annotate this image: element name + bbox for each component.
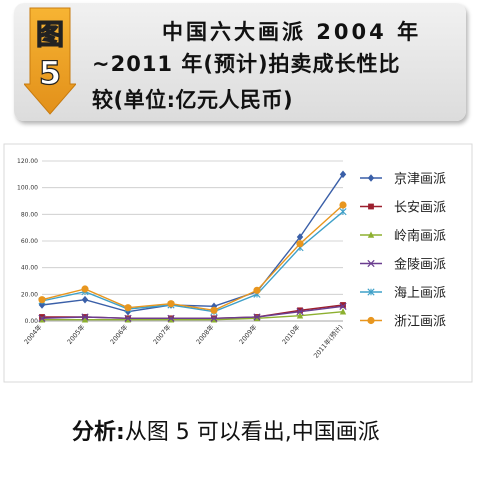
data-point — [81, 316, 89, 323]
data-point — [38, 314, 46, 322]
data-point — [81, 295, 89, 304]
legend-marker — [367, 259, 375, 268]
legend-label: 海上画派 — [394, 286, 446, 301]
legend-label: 长安画派 — [394, 201, 446, 216]
data-point — [339, 302, 347, 310]
data-point — [296, 312, 304, 319]
x-tick-label: 2011年(预计) — [311, 323, 344, 360]
y-tick-label: 0.00 — [25, 318, 39, 325]
data-point — [167, 314, 175, 322]
data-point — [167, 316, 175, 323]
legend-marker — [368, 203, 374, 210]
series-line — [41, 211, 344, 313]
data-point — [167, 300, 175, 308]
analysis-body: 从图 5 可以看出,中国画派 — [124, 420, 380, 445]
data-point — [296, 308, 304, 316]
data-point — [210, 314, 218, 322]
data-point — [339, 308, 347, 315]
title-line-2: ~2011 年(预计)拍卖成长性比 — [92, 52, 401, 76]
data-point — [38, 296, 46, 304]
analysis-text: 分析:从图 5 可以看出,中国画派 — [72, 414, 380, 446]
x-tick-label: 2010年 — [280, 322, 302, 346]
data-point — [253, 314, 261, 322]
data-point — [253, 286, 261, 294]
title-line-3: 较(单位:亿元人民币) — [92, 88, 294, 112]
line-chart: 0.00 20.00 40.00 60.00 80.00 100.00 120.00 2004… — [3, 143, 473, 383]
x-tick-label: 2008年 — [194, 322, 216, 346]
data-point — [124, 304, 132, 312]
data-point — [81, 285, 89, 293]
badge-char-top: 图 — [36, 18, 64, 51]
y-tick-label: 40.00 — [21, 265, 38, 272]
data-point — [124, 314, 132, 322]
data-point — [253, 313, 261, 321]
figure-badge-arrow-icon: 图 5 — [24, 7, 76, 115]
title-line-1: 中国六大画派 2004 年 — [162, 20, 422, 44]
y-tick-label: 100.00 — [17, 185, 38, 192]
data-point — [297, 307, 303, 314]
x-tick-label: 2005年 — [65, 322, 87, 346]
legend-marker — [367, 316, 375, 325]
data-point — [124, 316, 132, 323]
data-point — [210, 302, 218, 311]
x-tick-label: 2004年 — [22, 322, 44, 346]
data-point — [38, 316, 46, 323]
data-point — [340, 302, 346, 308]
legend-marker — [367, 174, 375, 182]
series-line — [41, 305, 344, 320]
header-banner — [14, 3, 466, 121]
y-tick-label: 60.00 — [21, 238, 38, 245]
legend-marker — [367, 288, 375, 296]
x-tick-label: 2007年 — [151, 322, 173, 346]
legend-marker — [367, 231, 375, 238]
data-point — [339, 208, 347, 216]
legend-label: 金陵画派 — [394, 257, 446, 273]
data-point — [339, 201, 347, 209]
x-tick-label: 2006年 — [108, 322, 130, 346]
y-tick-label: 120.00 — [17, 158, 38, 165]
legend-label: 京津画派 — [394, 172, 446, 187]
y-tick-label: 20.00 — [21, 291, 38, 298]
data-point — [296, 240, 304, 248]
analysis-prefix: 分析: — [72, 420, 125, 445]
data-point — [210, 316, 218, 323]
y-tick-label: 80.00 — [21, 211, 38, 218]
figure-header: 图 5 中国六大画派 2004 年 ~2011 年(预计)拍卖成长性比 较(单位… — [0, 0, 500, 130]
series-line — [41, 173, 344, 313]
legend-label: 浙江画派 — [394, 315, 446, 330]
badge-char-bottom: 5 — [39, 54, 61, 92]
series-line — [41, 204, 344, 312]
data-point — [81, 313, 89, 321]
chart-frame — [3, 143, 473, 383]
series-line — [42, 311, 344, 321]
x-tick-label: 2009年 — [237, 322, 259, 346]
legend-label: 岭南画派 — [394, 228, 446, 244]
data-point — [210, 306, 218, 314]
data-point — [296, 233, 304, 241]
